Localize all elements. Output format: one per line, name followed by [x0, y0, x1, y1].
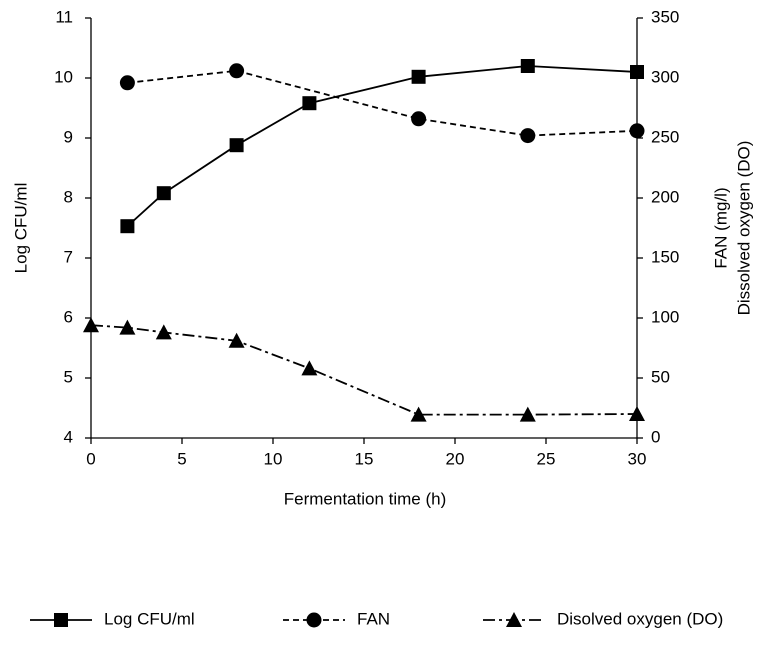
y2-tick-label: 0: [651, 427, 660, 446]
y-tick-label: 5: [64, 367, 73, 386]
marker: [519, 406, 536, 422]
y-tick-label: 7: [64, 247, 73, 266]
series-line: [126, 65, 638, 227]
x-axis-label: Fermentation time (h): [284, 489, 447, 508]
y2-tick-label: 250: [651, 127, 679, 146]
y2-tick-label: 300: [651, 67, 679, 86]
marker: [120, 219, 135, 234]
series-line: [127, 69, 638, 137]
y-tick-label: 4: [64, 427, 73, 446]
marker: [630, 65, 644, 79]
marker: [228, 332, 245, 348]
marker: [119, 75, 135, 91]
y-tick-label: 10: [54, 67, 73, 86]
y-tick-label: 8: [64, 187, 73, 206]
legend-marker: [506, 612, 522, 627]
y-tick-label: 6: [64, 307, 73, 326]
marker: [629, 123, 645, 139]
y2-tick-label: 200: [651, 187, 679, 206]
y2-tick-label: 350: [651, 7, 679, 26]
legend-label: Log CFU/ml: [104, 609, 195, 628]
marker: [83, 317, 99, 333]
marker: [411, 111, 427, 127]
marker: [156, 186, 171, 201]
marker: [119, 319, 136, 335]
marker: [520, 128, 536, 144]
x-tick-label: 10: [264, 449, 283, 468]
x-tick-label: 15: [355, 449, 374, 468]
x-tick-label: 0: [86, 449, 95, 468]
marker: [229, 138, 244, 153]
legend-label: FAN: [357, 609, 390, 628]
marker: [629, 406, 645, 421]
x-tick-label: 30: [628, 449, 647, 468]
x-tick-label: 5: [177, 449, 186, 468]
y2-axis-label: FAN (mg/l): [711, 187, 730, 268]
legend-marker: [306, 612, 322, 628]
marker: [410, 406, 427, 422]
y2-tick-label: 100: [651, 307, 679, 326]
x-tick-label: 25: [537, 449, 556, 468]
legend-marker: [54, 613, 68, 627]
marker: [411, 69, 426, 84]
y-axis-label: Log CFU/ml: [11, 183, 30, 274]
y-tick-label: 11: [55, 7, 73, 26]
y2-axis-label: Dissolved oxygen (DO): [734, 141, 753, 316]
marker: [301, 360, 318, 376]
marker: [229, 63, 245, 79]
x-tick-label: 20: [446, 449, 465, 468]
marker: [520, 59, 535, 73]
y-tick-label: 9: [64, 127, 73, 146]
series-line: [90, 324, 638, 416]
marker: [155, 324, 172, 340]
y2-tick-label: 50: [651, 367, 670, 386]
y2-tick-label: 150: [651, 247, 679, 266]
marker: [302, 96, 317, 111]
legend-label: Disolved oxygen (DO): [557, 609, 723, 628]
